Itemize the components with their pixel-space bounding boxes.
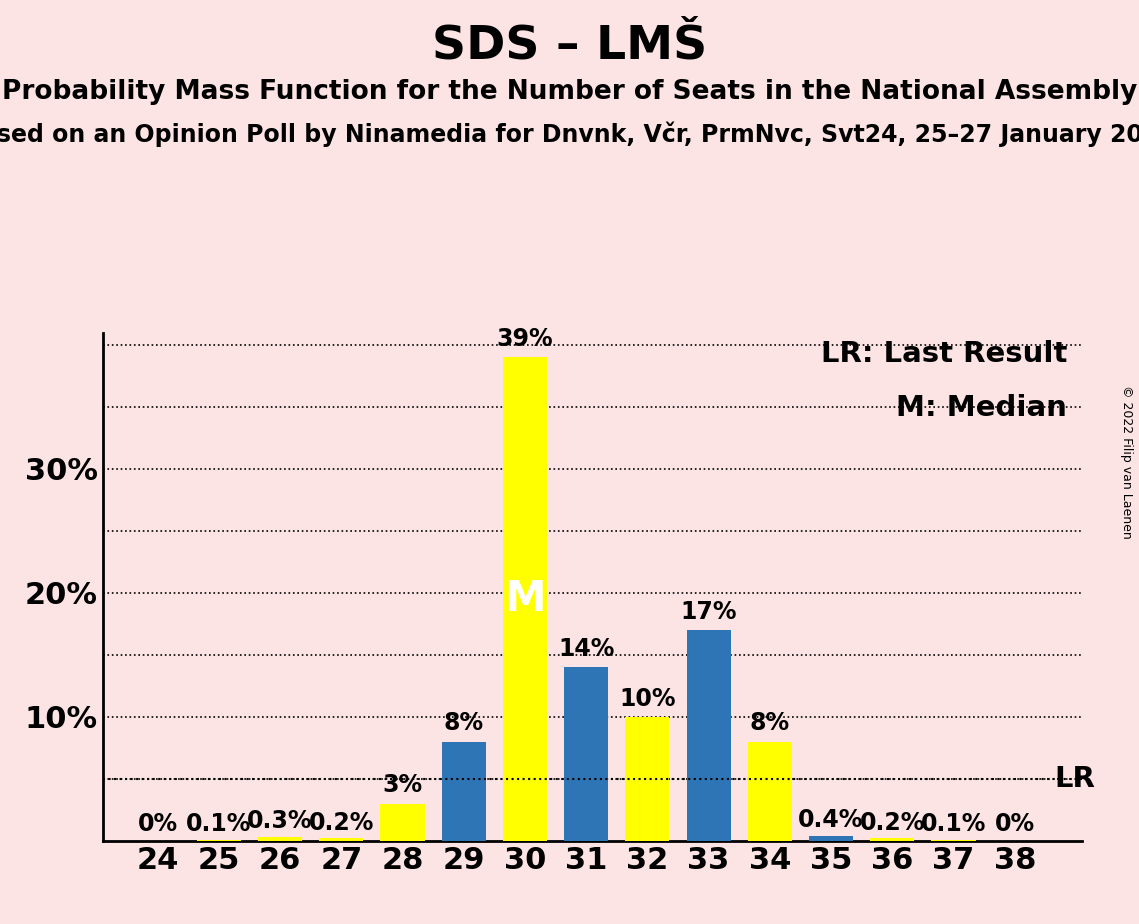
Bar <box>687 630 730 841</box>
Text: 17%: 17% <box>680 600 737 624</box>
Text: SDS – LMŠ: SDS – LMŠ <box>432 23 707 68</box>
Text: LR: LR <box>1055 765 1096 793</box>
Text: M: M <box>505 578 546 620</box>
Text: © 2022 Filip van Laenen: © 2022 Filip van Laenen <box>1121 385 1133 539</box>
Bar <box>625 717 670 841</box>
Text: 0.3%: 0.3% <box>247 809 313 833</box>
Text: 0.1%: 0.1% <box>920 812 986 836</box>
Text: Based on an Opinion Poll by Ninamedia for Dnvnk, Včr, PrmNvc, Svt24, 25–27 Janua: Based on an Opinion Poll by Ninamedia fo… <box>0 122 1139 148</box>
Text: 0.4%: 0.4% <box>798 808 863 833</box>
Bar <box>748 742 792 841</box>
Text: 0.2%: 0.2% <box>309 810 374 834</box>
Bar <box>442 742 485 841</box>
Text: 14%: 14% <box>558 638 614 661</box>
Bar <box>259 837 302 841</box>
Text: 0%: 0% <box>994 812 1034 836</box>
Text: 0%: 0% <box>138 812 178 836</box>
Bar <box>319 838 363 841</box>
Text: 0.1%: 0.1% <box>186 812 252 836</box>
Text: M: Median: M: Median <box>896 394 1067 421</box>
Bar <box>564 667 608 841</box>
Bar <box>503 358 547 841</box>
Text: 8%: 8% <box>444 711 484 736</box>
Text: 10%: 10% <box>620 687 675 711</box>
Bar <box>197 840 240 841</box>
Text: Probability Mass Function for the Number of Seats in the National Assembly: Probability Mass Function for the Number… <box>2 79 1137 104</box>
Bar <box>380 804 425 841</box>
Bar <box>870 838 915 841</box>
Text: 3%: 3% <box>383 773 423 797</box>
Text: 0.2%: 0.2% <box>860 810 925 834</box>
Bar <box>809 836 853 841</box>
Text: LR: Last Result: LR: Last Result <box>821 340 1067 369</box>
Text: 39%: 39% <box>497 327 554 351</box>
Text: 8%: 8% <box>749 711 789 736</box>
Bar <box>932 840 975 841</box>
